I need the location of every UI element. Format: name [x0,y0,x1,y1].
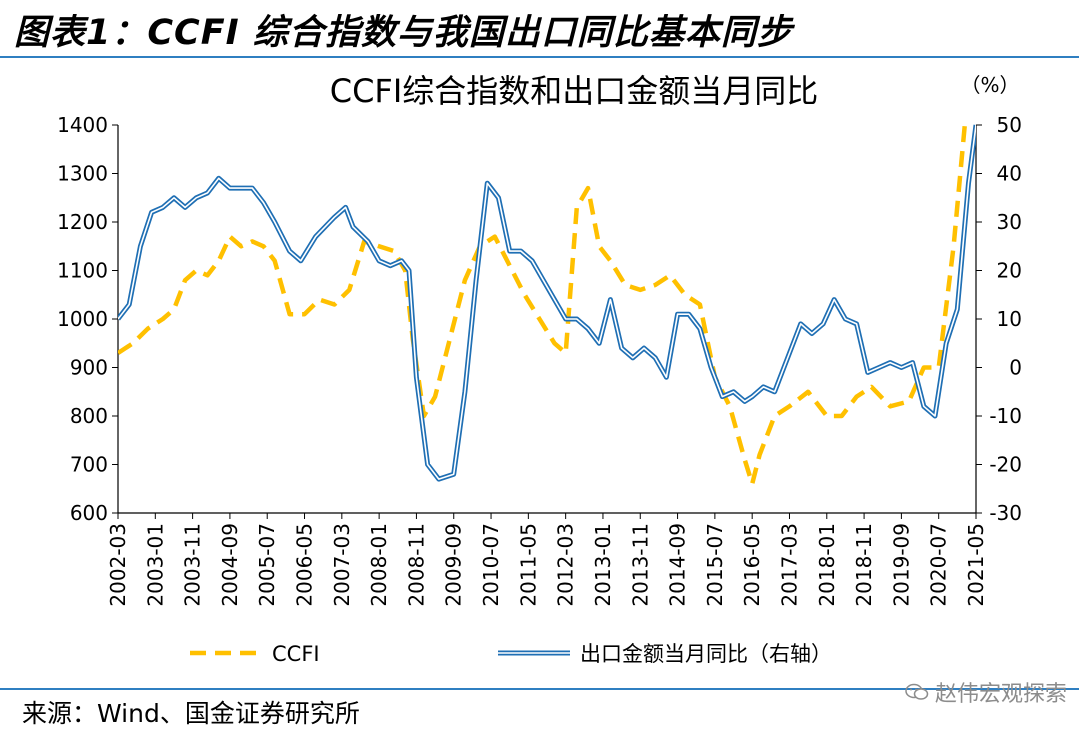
export-series-line-inner [118,124,976,480]
right-tick-label: 10 [997,307,1022,331]
ccfi-series-line [118,124,968,487]
left-tick-label: 1400 [57,113,108,137]
chart: CCFI综合指数和出口金额当月同比 （%） 600 700 800 900 1000 11… [57,72,1022,666]
x-tick-label: 2008-01 [367,523,391,607]
left-tick-label: 900 [70,356,108,380]
left-tick-label: 1000 [57,307,108,331]
export-series-line [118,124,976,482]
x-tick-label: 2021-05 [964,523,988,607]
left-tick-label: 600 [70,501,108,525]
x-tick-label: 2009-09 [442,523,466,607]
right-tick-label: 0 [1009,356,1022,380]
x-tick-label: 2013-11 [628,523,652,607]
x-tick-label: 2020-07 [927,523,951,607]
x-tick-label: 2003-01 [143,523,167,607]
x-tick-label: 2019-09 [889,523,913,607]
x-tick-label: 2002-03 [106,523,130,607]
x-tick-label: 2014-09 [666,523,690,607]
left-tick-label: 1300 [57,162,108,186]
x-tick-label: 2018-01 [815,523,839,607]
x-tick-label: 2003-11 [181,523,205,607]
right-tick-label: 40 [997,162,1022,186]
right-tick-label: 30 [997,210,1022,234]
legend-label-ccfi: CCFI [272,642,320,666]
wechat-icon [905,683,929,700]
right-tick-label: -20 [989,453,1022,477]
x-tick-label: 2017-03 [777,523,801,607]
x-tick-label: 2016-05 [740,523,764,607]
left-tick-label: 1200 [57,210,108,234]
x-tick-label: 2005-07 [255,523,279,607]
right-axis-unit: （%） [960,73,1019,97]
left-tick-label: 800 [70,404,108,428]
plot-area: 600 700 800 900 1000 1100 1200 1300 1400 -30 -20 -1… [57,113,1022,607]
x-tick-label: 2013-01 [591,523,615,607]
source-note: 来源：Wind、国金证券研究所 [22,699,360,728]
x-tick-label: 2011-05 [516,523,540,607]
x-tick-label: 2006-05 [293,523,317,607]
x-tick-label: 2008-11 [404,523,428,607]
top-rule [0,56,1079,58]
x-tick-label: 2015-07 [703,523,727,607]
legend-label-export: 出口金额当月同比（右轴） [580,642,832,666]
chart-title: CCFI综合指数和出口金额当月同比 [330,72,819,110]
figure-caption: 图表1：CCFI 综合指数与我国出口同比基本同步 [14,13,793,53]
x-tick-label: 2012-03 [554,523,578,607]
x-tick-label: 2004-09 [218,523,242,607]
watermark: 赵伟宏观探索 [905,676,1067,708]
x-tick-label: 2010-07 [479,523,503,607]
legend: CCFI 出口金额当月同比（右轴） [190,642,832,666]
left-tick-label: 1100 [57,259,108,283]
watermark-text: 赵伟宏观探索 [934,682,1067,707]
right-tick-label: 20 [997,259,1022,283]
right-tick-label: -30 [989,501,1022,525]
x-tick-label: 2007-03 [330,523,354,607]
bottom-rule [0,688,1079,690]
x-tick-label: 2018-11 [852,523,876,607]
right-tick-label: -10 [989,404,1022,428]
right-tick-label: 50 [997,113,1022,137]
left-tick-label: 700 [70,453,108,477]
